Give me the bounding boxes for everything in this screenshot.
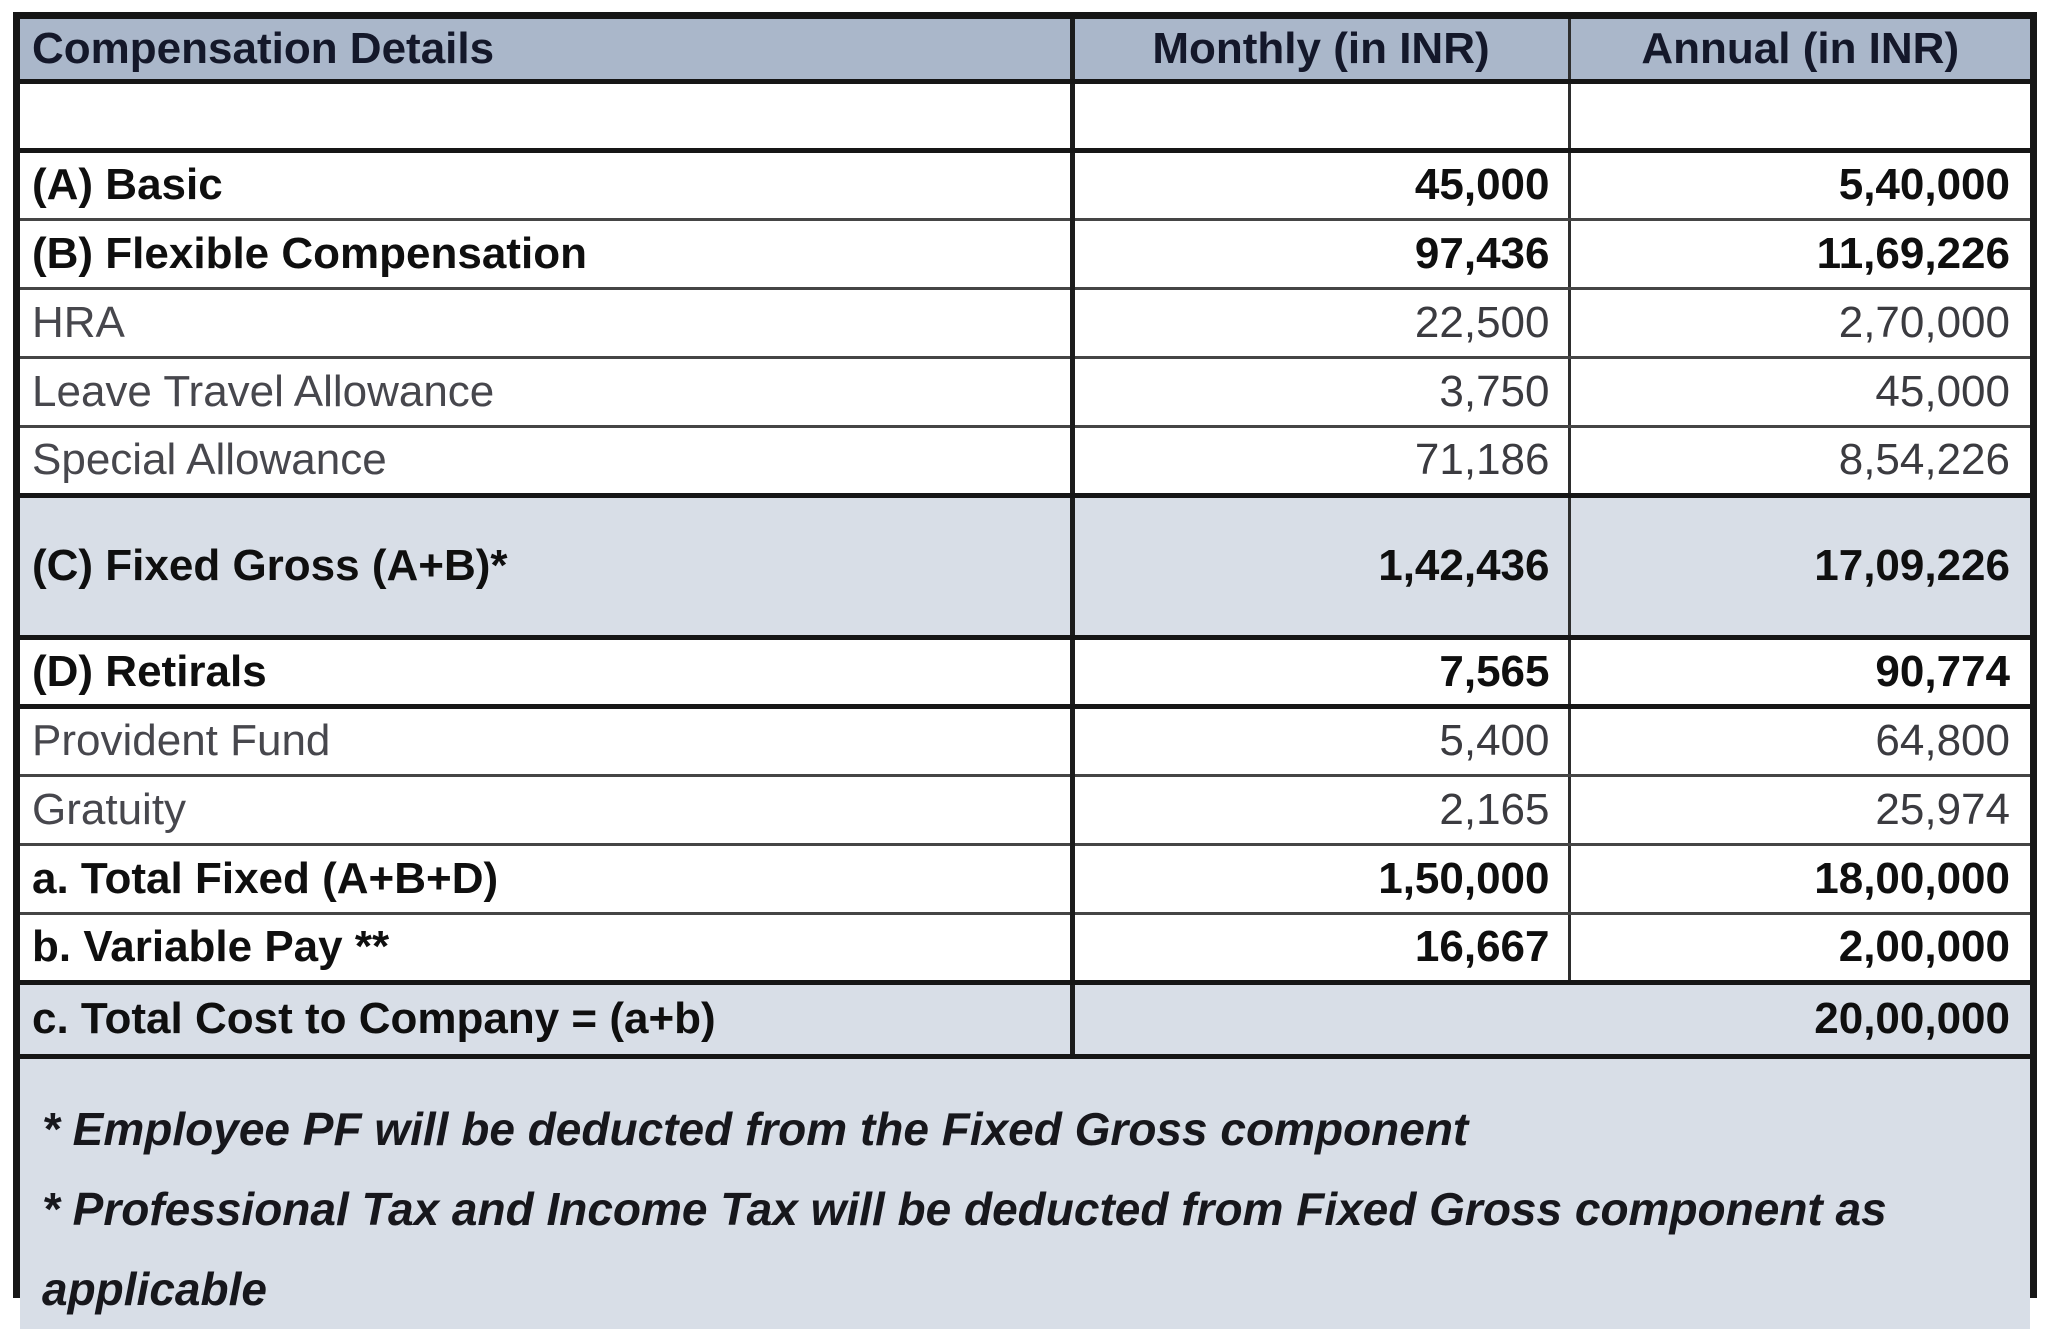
cell-total-annual: 20,00,000 <box>1072 982 2030 1059</box>
empty-cell <box>1072 81 1571 153</box>
cell-annual: 18,00,000 <box>1569 844 2030 915</box>
cell-monthly: 5,400 <box>1072 706 1571 777</box>
empty-row <box>20 81 2030 153</box>
row-label: c. Total Cost to Company = (a+b) <box>20 982 1075 1059</box>
cell-monthly: 71,186 <box>1072 426 1571 498</box>
cell-annual: 5,40,000 <box>1569 150 2030 221</box>
cell-monthly: 16,667 <box>1072 913 1571 985</box>
footnote-line: applicable <box>42 1262 267 1315</box>
row-label: Provident Fund <box>20 706 1075 777</box>
cell-monthly: 7,565 <box>1072 637 1571 709</box>
cell-monthly: 2,165 <box>1072 775 1571 846</box>
row-provident-fund: Provident Fund 5,400 64,800 <box>20 706 2030 777</box>
cell-annual: 25,974 <box>1569 775 2030 846</box>
row-label: (D) Retirals <box>20 637 1075 709</box>
cell-annual: 11,69,226 <box>1569 219 2030 290</box>
row-leave-travel-allowance: Leave Travel Allowance 3,750 45,000 <box>20 357 2030 428</box>
footnote-line: * Employee PF will be deducted from the … <box>42 1102 1469 1155</box>
row-label: a. Total Fixed (A+B+D) <box>20 844 1075 915</box>
cell-annual: 45,000 <box>1569 357 2030 428</box>
empty-cell <box>1569 81 2030 153</box>
row-variable-pay: b. Variable Pay ** 16,667 2,00,000 <box>20 913 2030 985</box>
row-retirals: (D) Retirals 7,565 90,774 <box>20 637 2030 709</box>
row-label: Gratuity <box>20 775 1075 846</box>
cell-annual: 2,00,000 <box>1569 913 2030 985</box>
compensation-table-sheet: Compensation Details Monthly (in INR) An… <box>13 12 2037 1329</box>
cell-annual: 90,774 <box>1569 637 2030 709</box>
cell-annual: 64,800 <box>1569 706 2030 777</box>
cell-annual: 8,54,226 <box>1569 426 2030 498</box>
cell-annual: 2,70,000 <box>1569 288 2030 359</box>
cell-monthly: 3,750 <box>1072 357 1571 428</box>
row-label: (A) Basic <box>20 150 1075 221</box>
footnote-line: * Professional Tax and Income Tax will b… <box>42 1182 1887 1235</box>
cell-monthly: 22,500 <box>1072 288 1571 359</box>
row-fixed-gross: (C) Fixed Gross (A+B)* 1,42,436 17,09,22… <box>20 495 2030 640</box>
cell-annual: 17,09,226 <box>1569 495 2030 640</box>
cell-monthly: 97,436 <box>1072 219 1571 290</box>
row-basic: (A) Basic 45,000 5,40,000 <box>20 150 2030 221</box>
row-flexible-compensation: (B) Flexible Compensation 97,436 11,69,2… <box>20 219 2030 290</box>
cell-monthly: 1,42,436 <box>1072 495 1571 640</box>
cell-monthly: 1,50,000 <box>1072 844 1571 915</box>
row-gratuity: Gratuity 2,165 25,974 <box>20 775 2030 846</box>
col-header-annual: Annual (in INR) <box>1569 19 2030 84</box>
row-label: b. Variable Pay ** <box>20 913 1075 985</box>
compensation-table: Compensation Details Monthly (in INR) An… <box>20 19 2030 1329</box>
row-total-fixed: a. Total Fixed (A+B+D) 1,50,000 18,00,00… <box>20 844 2030 915</box>
row-label: (C) Fixed Gross (A+B)* <box>20 495 1075 640</box>
empty-cell <box>20 81 1075 153</box>
footnotes-row: * Employee PF will be deducted from the … <box>20 1056 2030 1329</box>
row-special-allowance: Special Allowance 71,186 8,54,226 <box>20 426 2030 498</box>
col-header-monthly: Monthly (in INR) <box>1072 19 1571 84</box>
cell-monthly: 45,000 <box>1072 150 1571 221</box>
row-label: HRA <box>20 288 1075 359</box>
page: { "table": { "columns": { "label": "Comp… <box>13 12 2037 1329</box>
row-hra: HRA 22,500 2,70,000 <box>20 288 2030 359</box>
row-total-cost-to-company: c. Total Cost to Company = (a+b) 20,00,0… <box>20 982 2030 1059</box>
footnotes-cell: * Employee PF will be deducted from the … <box>20 1056 2030 1329</box>
row-label: (B) Flexible Compensation <box>20 219 1075 290</box>
row-label: Special Allowance <box>20 426 1075 498</box>
col-header-compensation-details: Compensation Details <box>20 19 1075 84</box>
header-row: Compensation Details Monthly (in INR) An… <box>20 19 2030 84</box>
row-label: Leave Travel Allowance <box>20 357 1075 428</box>
